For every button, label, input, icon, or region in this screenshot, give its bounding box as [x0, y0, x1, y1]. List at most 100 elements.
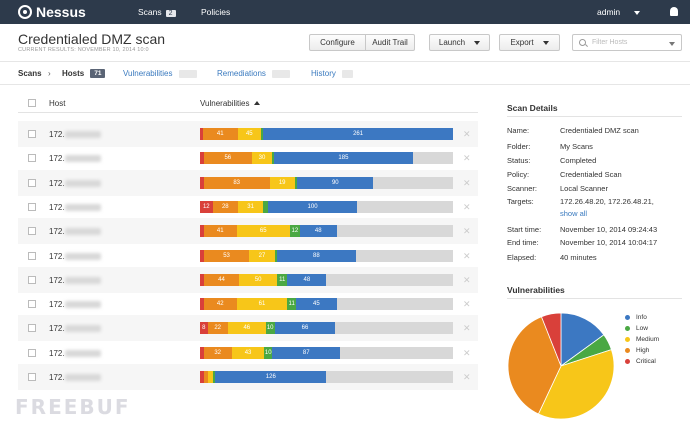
bar-segment-critical[interactable]	[200, 225, 204, 238]
nessus-logo[interactable]: Nessus	[18, 3, 86, 21]
pie-slice-high[interactable]	[507, 316, 562, 415]
bar-segment-high[interactable]: 22	[207, 322, 228, 335]
bar-segment-low[interactable]	[263, 200, 269, 213]
bar-segment-low[interactable]: 11	[277, 273, 288, 286]
bar-segment-medium[interactable]: 31	[237, 200, 264, 213]
row-checkbox[interactable]	[28, 227, 36, 236]
bar-segment-high[interactable]: 83	[203, 176, 270, 189]
bar-segment-info[interactable]: 90	[297, 176, 374, 189]
table-row[interactable]: 172. 41 45 261 ✕	[18, 121, 478, 147]
bar-segment-low[interactable]	[212, 371, 216, 383]
host-ip[interactable]: 172.	[49, 300, 65, 310]
user-menu-chevron-down-icon[interactable]	[634, 11, 640, 15]
host-ip[interactable]: 172.	[49, 130, 65, 139]
remove-host-icon[interactable]: ✕	[463, 347, 471, 358]
remove-host-icon[interactable]: ✕	[463, 274, 471, 285]
bar-segment-critical[interactable]	[200, 273, 204, 286]
row-checkbox[interactable]	[28, 130, 36, 138]
vulnerability-bar[interactable]: 41 45 261	[200, 128, 453, 140]
bar-segment-medium[interactable]: 19	[269, 176, 295, 189]
bar-segment-info[interactable]: 87	[272, 346, 341, 359]
notifications-bell-icon[interactable]	[670, 7, 678, 16]
row-checkbox[interactable]	[28, 154, 36, 163]
bar-segment-high[interactable]	[203, 371, 208, 383]
bar-segment-low[interactable]	[274, 249, 278, 262]
row-checkbox[interactable]	[28, 178, 36, 187]
bar-segment-high[interactable]: 42	[203, 298, 237, 311]
row-checkbox[interactable]	[28, 373, 36, 381]
bar-segment-low[interactable]: 10	[265, 322, 275, 335]
audit-trail-button[interactable]: Audit Trail	[365, 34, 415, 51]
table-row[interactable]: 172. 53 27 88 ✕	[18, 243, 478, 269]
row-checkbox[interactable]	[28, 300, 36, 309]
pie-slice-critical[interactable]	[540, 312, 562, 367]
bar-segment-medium[interactable]: 45	[237, 128, 261, 140]
bar-segment-high[interactable]: 32	[203, 346, 232, 359]
tab-hosts[interactable]: Hosts 71	[62, 69, 106, 78]
bar-segment-critical[interactable]	[200, 249, 204, 262]
vulnerability-bar[interactable]: 8 22 46 10 66	[200, 322, 453, 335]
bar-segment-high[interactable]: 56	[203, 152, 252, 165]
tab-vulnerabilities[interactable]: Vulnerabilities	[123, 69, 197, 78]
bar-segment-info[interactable]: 88	[277, 249, 356, 262]
select-all-checkbox[interactable]	[28, 99, 36, 107]
row-checkbox[interactable]	[28, 324, 36, 333]
bar-segment-high[interactable]: 41	[203, 225, 237, 238]
launch-button[interactable]: Launch	[429, 34, 490, 51]
bar-segment-critical[interactable]: 12	[200, 200, 213, 213]
pie-slice-medium[interactable]	[537, 349, 615, 420]
pie-slice-info[interactable]	[560, 312, 605, 367]
host-ip[interactable]: 172.	[49, 324, 65, 334]
remove-host-icon[interactable]: ✕	[463, 226, 471, 237]
bar-segment-low[interactable]	[294, 176, 298, 189]
remove-host-icon[interactable]: ✕	[463, 129, 471, 139]
filter-chevron-down-icon[interactable]	[669, 42, 675, 46]
bar-segment-low[interactable]: 11	[287, 298, 297, 311]
bar-segment-info[interactable]: 66	[274, 322, 336, 335]
bar-segment-high[interactable]: 41	[202, 128, 238, 140]
table-row[interactable]: 172. 56 30 185 ✕	[18, 145, 478, 171]
host-ip[interactable]: 172.	[49, 275, 65, 285]
bar-segment-high[interactable]: 53	[203, 249, 250, 262]
vulnerability-bar[interactable]: 83 19 90	[200, 176, 453, 189]
bar-segment-medium[interactable]	[207, 371, 213, 383]
bar-segment-critical[interactable]: 8	[200, 322, 208, 335]
table-row[interactable]: 172. 41 65 12 48 ✕	[18, 218, 478, 245]
bar-segment-critical[interactable]	[200, 128, 203, 140]
bar-segment-medium[interactable]: 46	[227, 322, 266, 335]
bar-segment-medium[interactable]: 43	[231, 346, 265, 359]
bar-segment-info[interactable]: 261	[263, 128, 453, 140]
bar-segment-low[interactable]	[260, 128, 264, 140]
vulnerability-bar[interactable]: 42 61 11 45	[200, 298, 453, 311]
host-ip[interactable]: 172.	[49, 348, 65, 358]
vulnerability-bar[interactable]: 53 27 88	[200, 249, 453, 262]
bar-segment-critical[interactable]	[200, 298, 204, 311]
row-checkbox[interactable]	[28, 251, 36, 260]
table-row[interactable]: 172. 42 61 11 45 ✕	[18, 291, 478, 317]
bar-segment-medium[interactable]: 30	[251, 152, 273, 165]
vulnerabilities-column-header[interactable]: Vulnerabilities	[200, 99, 260, 108]
bar-segment-info[interactable]: 126	[215, 371, 327, 383]
remove-host-icon[interactable]: ✕	[463, 323, 471, 334]
bar-segment-medium[interactable]: 50	[239, 273, 278, 286]
bar-segment-low[interactable]	[272, 152, 274, 165]
bar-segment-info[interactable]: 185	[273, 152, 413, 165]
bar-segment-info[interactable]: 45	[296, 298, 337, 311]
export-button[interactable]: Export	[499, 34, 560, 51]
vulnerability-bar[interactable]: 44 50 11 48	[200, 273, 453, 286]
table-row[interactable]: 172. 32 43 10 87 ✕	[18, 340, 478, 366]
bar-segment-low[interactable]: 12	[289, 225, 300, 238]
host-ip[interactable]: 172.	[49, 178, 65, 188]
tab-remediations[interactable]: Remediations	[217, 69, 290, 78]
remove-host-icon[interactable]: ✕	[463, 250, 471, 261]
bar-segment-info[interactable]: 48	[287, 273, 327, 286]
vulnerability-bar[interactable]: 12 28 31 100	[200, 200, 453, 213]
bar-segment-critical[interactable]	[200, 176, 204, 189]
bar-segment-info[interactable]: 100	[268, 200, 357, 213]
host-ip[interactable]: 172.	[49, 373, 65, 382]
show-all-targets-link[interactable]: show all	[560, 209, 588, 218]
vulnerability-bar[interactable]: 56 30 185	[200, 152, 453, 165]
bar-segment-low[interactable]: 10	[264, 346, 273, 359]
table-row[interactable]: 172. 83 19 90 ✕	[18, 169, 478, 196]
bar-segment-critical[interactable]	[200, 371, 204, 383]
